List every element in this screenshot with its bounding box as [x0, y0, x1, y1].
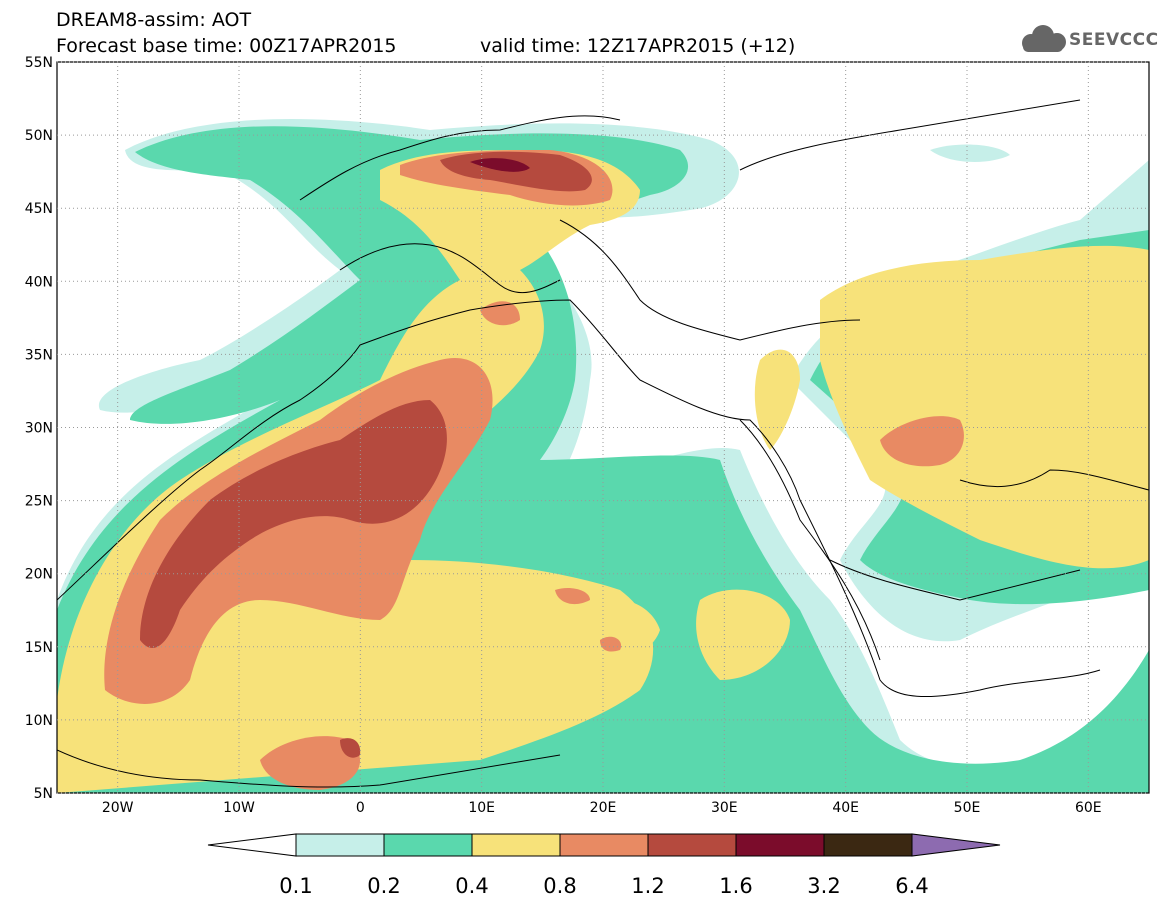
colorbar-label: 0.2: [367, 874, 400, 898]
lat-tick-label: 30N: [25, 421, 53, 437]
lon-tick-label: 0: [356, 800, 365, 816]
lat-tick-label: 50N: [25, 128, 53, 144]
colorbar-label: 0.4: [455, 874, 488, 898]
lat-tick-label: 35N: [25, 347, 53, 363]
lon-tick-label: 40E: [832, 800, 859, 816]
colorbar-label: 6.4: [895, 874, 928, 898]
lon-tick-label: 30E: [711, 800, 738, 816]
colorbar-box: [647, 833, 737, 857]
aot-field: [57, 62, 1149, 793]
coastlines: [57, 99, 1149, 788]
lon-tick-label: 60E: [1075, 800, 1102, 816]
lon-tick-label: 20W: [102, 800, 134, 816]
lat-tick-label: 45N: [25, 201, 53, 217]
lon-tick-label: 10E: [468, 800, 495, 816]
lat-tick-label: 10N: [25, 713, 53, 729]
forecast-base-time: Forecast base time: 00Z17APR2015: [56, 35, 397, 57]
colorbar-label: 0.8: [543, 874, 576, 898]
map-title: DREAM8-assim: AOT: [56, 9, 252, 31]
aot-band-1.6: [470, 158, 530, 172]
lat-tick-label: 25N: [25, 494, 53, 510]
colorbar-max-triangle: [911, 833, 1001, 857]
colorbar-box: [383, 833, 473, 857]
colorbar-label: 1.2: [631, 874, 664, 898]
colorbar-label: 3.2: [807, 874, 840, 898]
colorbar-label: 1.6: [719, 874, 752, 898]
colorbar-min-triangle: [207, 833, 297, 857]
axis-labels: 5N 10N 15N 20N 25N 30N 35N 40N 45N 50N 55N 20W 10W 0 1…: [25, 55, 1102, 816]
lat-tick-label: 40N: [25, 274, 53, 290]
lat-tick-label: 15N: [25, 640, 53, 656]
seevccc-logo: [1022, 25, 1066, 52]
lon-tick-label: 10W: [223, 800, 255, 816]
lon-tick-label: 50E: [954, 800, 981, 816]
colorbar-box: [735, 833, 825, 857]
colorbar-label: 0.1: [279, 874, 312, 898]
valid-time: valid time: 12Z17APR2015 (+12): [480, 35, 796, 57]
colorbar-box: [823, 833, 913, 857]
cloud-icon: [1022, 25, 1066, 52]
colorbar-box: [559, 833, 649, 857]
lat-tick-label: 20N: [25, 567, 53, 583]
colorbar-box: [471, 833, 561, 857]
colorbar-box: [295, 833, 385, 857]
lat-tick-label: 55N: [25, 55, 53, 71]
logo-text: SEEVCCC: [1069, 30, 1159, 50]
lon-tick-label: 20E: [590, 800, 617, 816]
colorbar: 0.1 0.2 0.4 0.8 1.2 1.6 3.2 6.4: [207, 833, 1001, 898]
lat-tick-label: 5N: [34, 786, 53, 802]
